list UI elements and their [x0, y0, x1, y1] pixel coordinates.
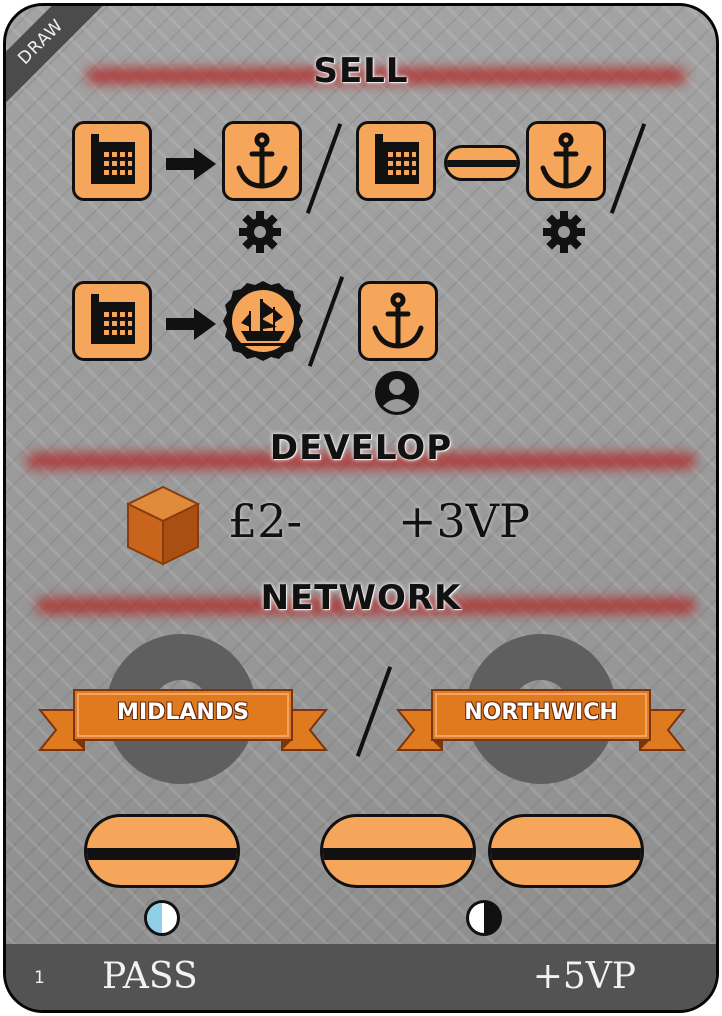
sell-heading: SELL: [313, 51, 409, 91]
factory-icon: [356, 121, 436, 201]
rail-link-icon: [488, 814, 644, 888]
action-card[interactable]: DRAW SELL: [3, 3, 719, 1013]
network-heading-bar: [36, 598, 696, 614]
banner-icon: [38, 689, 328, 751]
location-midlands: MIDLANDS: [117, 700, 249, 725]
pass-label: PASS: [102, 956, 198, 997]
gear-icon: [239, 211, 281, 253]
or-divider: [355, 666, 393, 757]
develop-reward: +3VP: [398, 494, 530, 548]
factory-icon: [72, 281, 152, 361]
or-divider: [307, 276, 345, 367]
factory-icon: [72, 121, 152, 201]
arrow-right-icon: [166, 308, 216, 340]
gear-icon: [543, 211, 585, 253]
develop-heading: DEVELOP: [269, 428, 453, 468]
location-northwich: NORTHWICH: [464, 700, 618, 725]
or-divider: [609, 123, 647, 214]
ship-icon: [223, 281, 303, 361]
develop-cost: £2-: [228, 494, 303, 548]
anchor-icon: [358, 281, 438, 361]
anchor-icon: [222, 121, 302, 201]
network-heading: NETWORK: [260, 578, 462, 618]
or-divider: [305, 123, 343, 214]
card-number: 1: [34, 968, 45, 988]
person-icon: [375, 371, 419, 415]
develop-heading-bar: [26, 453, 696, 469]
arrow-right-icon: [166, 148, 216, 180]
anchor-icon: [526, 121, 606, 201]
sell-heading-bar: [86, 68, 686, 84]
rail-link-icon: [320, 814, 476, 888]
canal-link-icon: [84, 814, 240, 888]
rail-era-icon: [466, 900, 502, 936]
pass-footer[interactable]: 1 PASS +5VP: [6, 944, 716, 1010]
canal-era-icon: [144, 900, 180, 936]
link-connector-icon: [444, 145, 520, 181]
banner-icon: [396, 689, 686, 751]
cube-icon: [125, 485, 201, 566]
pass-reward: +5VP: [532, 956, 636, 997]
